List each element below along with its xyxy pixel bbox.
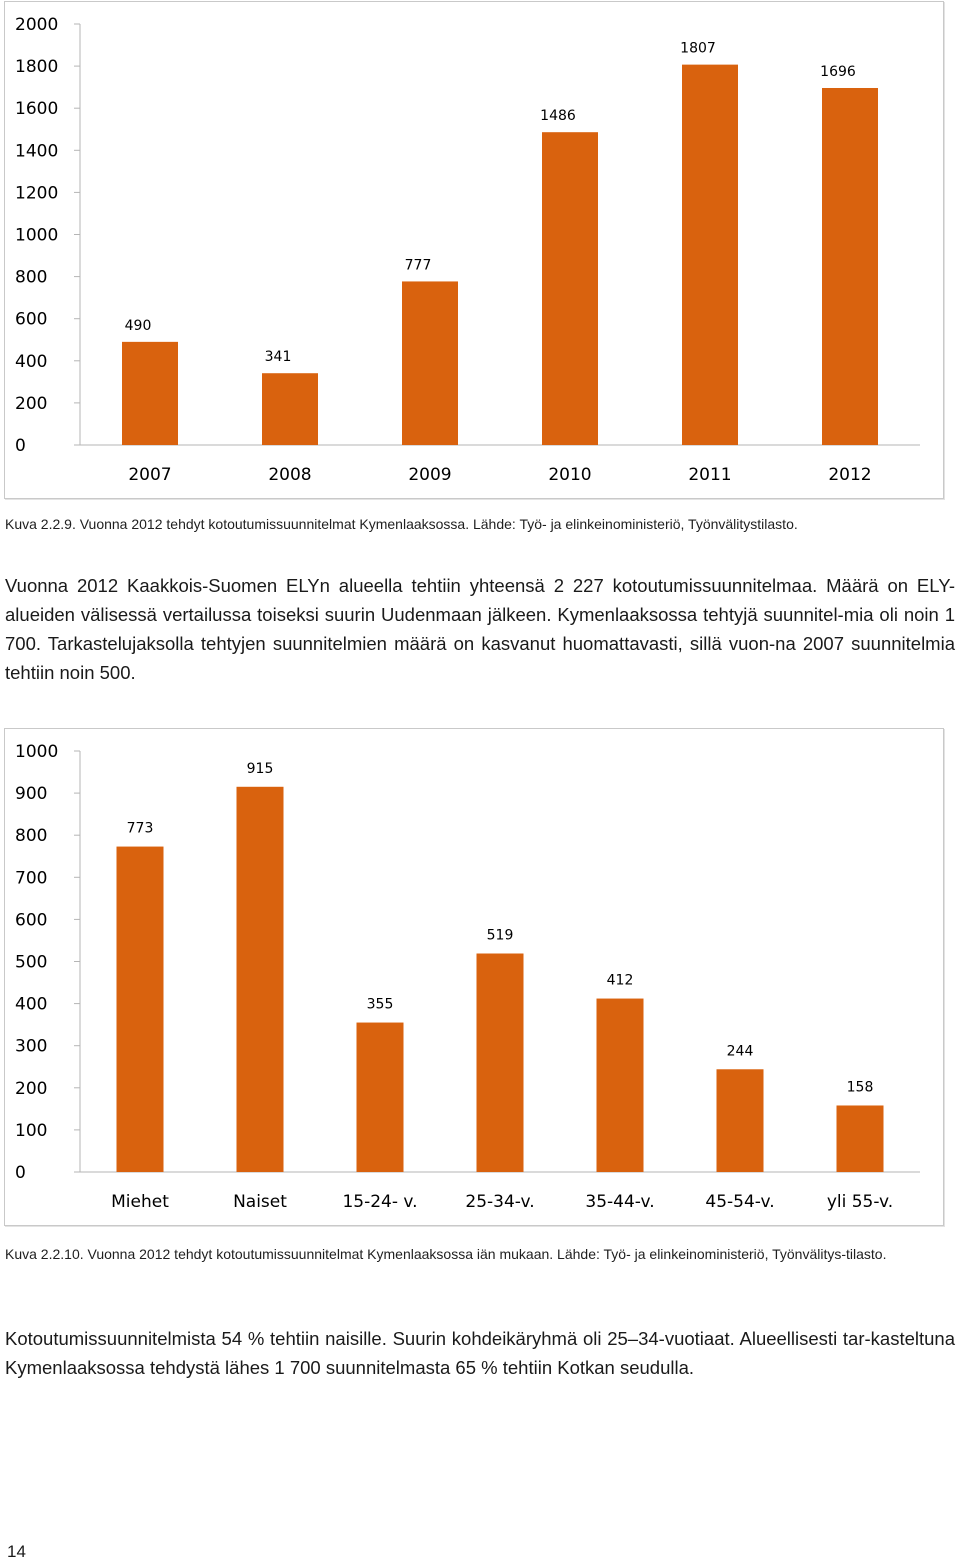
x-category-label: 2007	[128, 465, 171, 485]
y-tick-label: 1400	[15, 141, 58, 161]
x-category-label: Naiset	[233, 1192, 287, 1212]
y-tick-label: 500	[15, 953, 47, 973]
bar	[716, 1069, 764, 1172]
paragraph-gender-age-summary: Kotoutumissuunnitelmista 54 % tehtiin na…	[5, 1328, 955, 1378]
figure-caption-2-2-9: Kuva 2.2.9. Vuonna 2012 tehdyt kotoutumi…	[5, 516, 798, 532]
data-label: 1486	[540, 108, 576, 124]
data-label: 1696	[820, 64, 856, 80]
chart-yearly-plans: 0 200 400 600 800 1000 1200 1400 1600 1800 2000 490…	[4, 1, 944, 499]
data-label: 519	[487, 928, 514, 944]
chart-yearly-plans-svg: 0 200 400 600 800 1000 1200 1400 1600 1800 2000 490…	[15, 15, 920, 485]
y-tick-label: 0	[15, 1163, 26, 1183]
y-tick-label: 800	[15, 826, 47, 846]
y-tick-label: 200	[15, 1079, 47, 1099]
data-label: 490	[125, 318, 152, 334]
y-tick-label: 1800	[15, 57, 58, 77]
y-tick-label: 900	[15, 784, 47, 804]
bar	[476, 953, 524, 1172]
x-category-label: 45-54-v.	[705, 1192, 774, 1212]
bar	[122, 341, 178, 445]
y-tick-label: 300	[15, 1037, 47, 1057]
y-tick-label: 200	[15, 394, 47, 414]
y-tick-label: 100	[15, 1121, 47, 1141]
chart-plans-by-age: 0 100 200 300 400 500 600 700 800 900 1000 773 Miehe…	[4, 728, 944, 1226]
x-category-label: yli 55-v.	[827, 1192, 893, 1212]
x-category-label: 35-44-v.	[585, 1192, 654, 1212]
bar	[402, 281, 458, 445]
bar	[542, 132, 598, 445]
x-category-label: 2012	[828, 465, 871, 485]
data-label: 412	[607, 973, 634, 989]
x-category-label: 2010	[548, 465, 591, 485]
data-label: 158	[847, 1079, 874, 1095]
paragraph-plans-summary: Vuonna 2012 Kaakkois-Suomen ELYn alueell…	[5, 575, 955, 683]
bar	[236, 786, 284, 1172]
data-label: 915	[247, 761, 274, 777]
data-label: 1807	[680, 41, 716, 57]
data-label: 777	[405, 257, 432, 273]
x-category-label: 2008	[268, 465, 311, 485]
y-tick-label: 0	[15, 436, 26, 456]
data-label: 244	[727, 1043, 754, 1059]
y-tick-label: 700	[15, 868, 47, 888]
x-category-label: 2011	[688, 465, 731, 485]
y-tick-label: 2000	[15, 15, 58, 35]
bar	[822, 87, 878, 445]
y-tick-label: 800	[15, 268, 47, 288]
y-tick-label: 400	[15, 352, 47, 372]
data-label: 355	[367, 997, 394, 1013]
bar	[116, 846, 164, 1172]
y-tick-label: 600	[15, 910, 47, 930]
data-label: 341	[265, 349, 292, 365]
chart-plans-by-age-svg: 0 100 200 300 400 500 600 700 800 900 1000 773 Miehe…	[15, 742, 920, 1212]
x-category-label: Miehet	[111, 1192, 169, 1212]
y-tick-label: 600	[15, 310, 47, 330]
x-category-label: 15-24- v.	[342, 1192, 417, 1212]
bar	[356, 1022, 404, 1172]
figure-caption-2-2-10: Kuva 2.2.10. Vuonna 2012 tehdyt kotoutum…	[5, 1246, 887, 1262]
page-number: 14	[7, 1542, 26, 1561]
data-label: 773	[127, 821, 154, 837]
y-tick-label: 1000	[15, 742, 58, 762]
bar	[262, 373, 318, 445]
y-tick-label: 1600	[15, 99, 58, 119]
bar	[836, 1105, 884, 1172]
y-tick-label: 1000	[15, 226, 58, 246]
x-category-label: 25-34-v.	[465, 1192, 534, 1212]
y-tick-label: 400	[15, 995, 47, 1015]
bar	[596, 998, 644, 1172]
bar	[682, 64, 738, 445]
x-category-label: 2009	[408, 465, 451, 485]
y-tick-label: 1200	[15, 183, 58, 203]
